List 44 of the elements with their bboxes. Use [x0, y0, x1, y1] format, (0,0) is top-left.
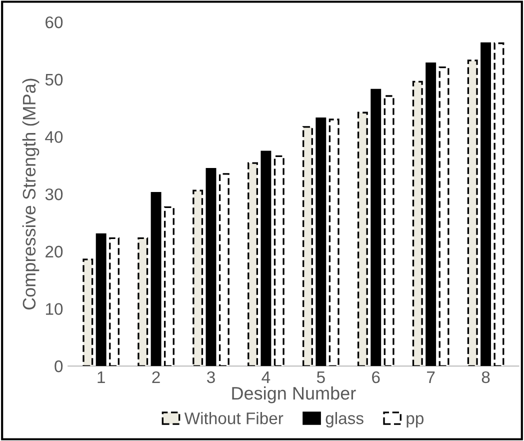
bar	[467, 60, 478, 366]
bar	[480, 42, 492, 366]
bar	[384, 95, 394, 366]
bar	[426, 62, 436, 366]
x-tick-label: 2	[152, 371, 160, 383]
bar	[150, 192, 162, 366]
bar	[218, 173, 230, 366]
bar	[192, 190, 204, 366]
bar	[302, 126, 313, 366]
bar	[370, 88, 382, 366]
bar	[109, 237, 120, 366]
y-tick-label: 20	[46, 246, 63, 258]
legend-label: Without Fiber	[184, 412, 284, 424]
bar	[96, 233, 106, 366]
y-tick-label: 0	[54, 360, 63, 372]
legend-label: pp	[406, 415, 424, 428]
legend-label: glass	[326, 412, 364, 428]
bar	[248, 162, 258, 366]
bar	[82, 258, 94, 366]
bar	[164, 206, 174, 366]
x-tick-label: 3	[207, 371, 215, 384]
bar	[328, 118, 340, 366]
bar	[138, 237, 148, 366]
y-axis-title: Compressive Strength (MPa)	[22, 78, 40, 310]
x-axis-title: Design Number	[232, 386, 356, 404]
y-tick-label: 50	[45, 74, 63, 86]
bar	[206, 168, 216, 366]
bar	[412, 80, 423, 366]
x-tick-label: 1	[98, 372, 105, 383]
x-tick-label: 5	[316, 372, 325, 384]
y-tick-label: 40	[45, 131, 63, 143]
x-tick-label: 8	[482, 371, 490, 384]
bar	[438, 66, 450, 366]
y-tick-label: 30	[45, 188, 63, 200]
bar	[260, 150, 272, 366]
bar	[316, 118, 326, 366]
x-tick-label: 6	[372, 371, 380, 384]
bar	[274, 155, 284, 366]
y-tick-label: 60	[46, 16, 63, 28]
y-tick-label: 10	[46, 303, 63, 315]
x-tick-label: 7	[427, 372, 435, 383]
x-tick-label: 4	[262, 372, 270, 383]
bar	[357, 112, 368, 366]
bar	[494, 42, 504, 366]
